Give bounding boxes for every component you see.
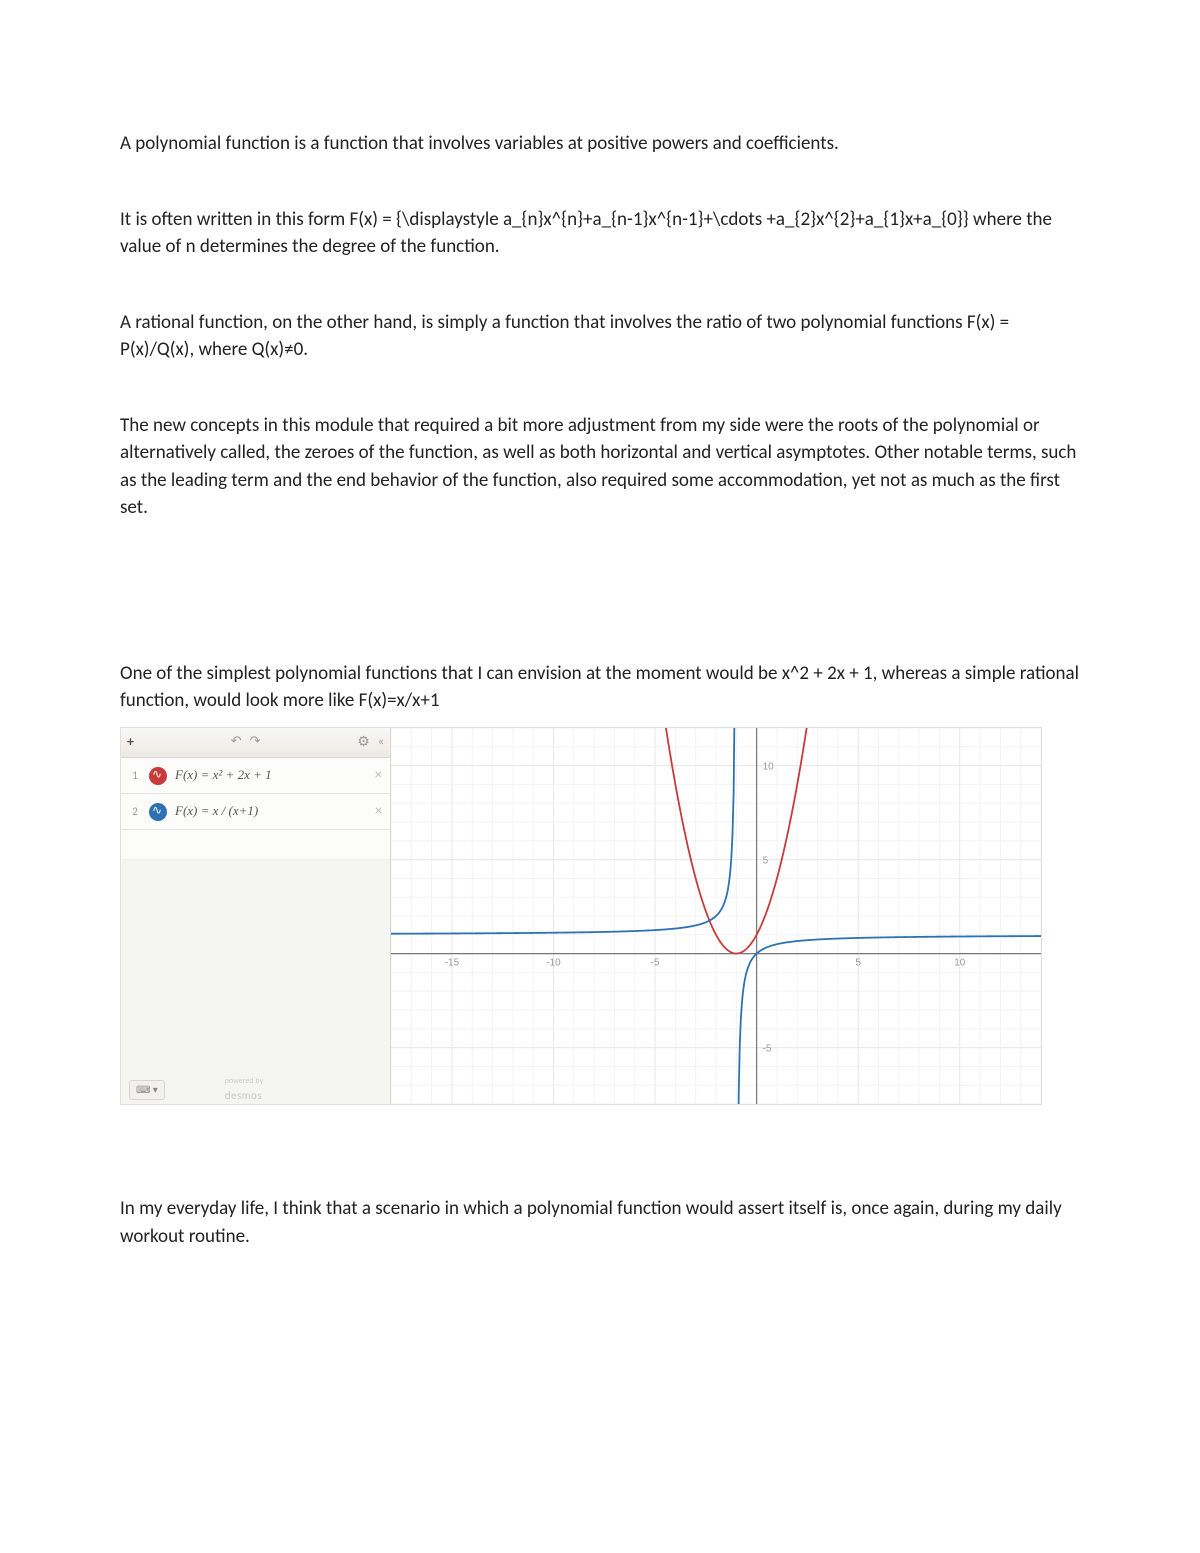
redo-button[interactable]: ↷	[250, 733, 261, 752]
expression-index: 2	[121, 804, 149, 820]
svg-text:-10: -10	[546, 958, 561, 969]
para-5: One of the simplest polynomial functions…	[120, 660, 1080, 715]
graph-plot[interactable]: -15 -10 -5 5 10 -5 5 10	[391, 728, 1041, 1104]
svg-text:5: 5	[763, 856, 769, 867]
delete-expression-button[interactable]: ×	[367, 765, 390, 785]
delete-expression-button[interactable]: ×	[367, 801, 390, 821]
svg-text:10: 10	[763, 762, 775, 773]
expression-text[interactable]: F(x) = x² + 2x + 1	[175, 766, 367, 785]
expression-color-icon[interactable]	[149, 767, 167, 785]
svg-text:10: 10	[954, 958, 966, 969]
sidebar-footer: ⌨ ▾ powered by desmos	[121, 1076, 390, 1104]
settings-button[interactable]: ⚙	[357, 732, 370, 752]
svg-text:-5: -5	[651, 958, 660, 969]
svg-text:5: 5	[855, 958, 861, 969]
para-6: In my everyday life, I think that a scen…	[120, 1195, 1080, 1250]
expression-row-empty[interactable]	[121, 830, 390, 860]
svg-text:-5: -5	[763, 1044, 772, 1055]
spacer	[120, 570, 1080, 660]
para-3: A rational function, on the other hand, …	[120, 309, 1080, 364]
collapse-sidebar-button[interactable]: «	[378, 734, 384, 751]
expression-color-icon[interactable]	[149, 803, 167, 821]
para-4: The new concepts in this module that req…	[120, 412, 1080, 522]
para-1: A polynomial function is a function that…	[120, 130, 1080, 158]
sidebar-fill	[121, 860, 390, 1076]
para-2: It is often written in this form F(x) = …	[120, 206, 1080, 261]
sidebar-toolbar: + ↶ ↷ ⚙ «	[121, 728, 390, 758]
expression-row[interactable]: 2 F(x) = x / (x+1) ×	[121, 794, 390, 830]
undo-button[interactable]: ↶	[231, 733, 242, 752]
add-expression-button[interactable]: +	[127, 732, 134, 752]
expression-sidebar: + ↶ ↷ ⚙ « 1 F(x) = x² + 2x + 1 × 2 F(x) …	[121, 728, 391, 1104]
keyboard-button[interactable]: ⌨ ▾	[129, 1080, 165, 1101]
powered-by-label: powered by desmos	[225, 1076, 263, 1104]
plot-svg: -15 -10 -5 5 10 -5 5 10	[391, 728, 1041, 1104]
svg-text:-15: -15	[445, 958, 460, 969]
expression-index: 1	[121, 768, 149, 784]
desmos-logo: desmos	[225, 1089, 262, 1102]
expression-text[interactable]: F(x) = x / (x+1)	[175, 802, 367, 821]
spacer	[120, 1105, 1080, 1195]
expression-row[interactable]: 1 F(x) = x² + 2x + 1 ×	[121, 758, 390, 794]
graph-container: + ↶ ↷ ⚙ « 1 F(x) = x² + 2x + 1 × 2 F(x) …	[120, 727, 1042, 1105]
